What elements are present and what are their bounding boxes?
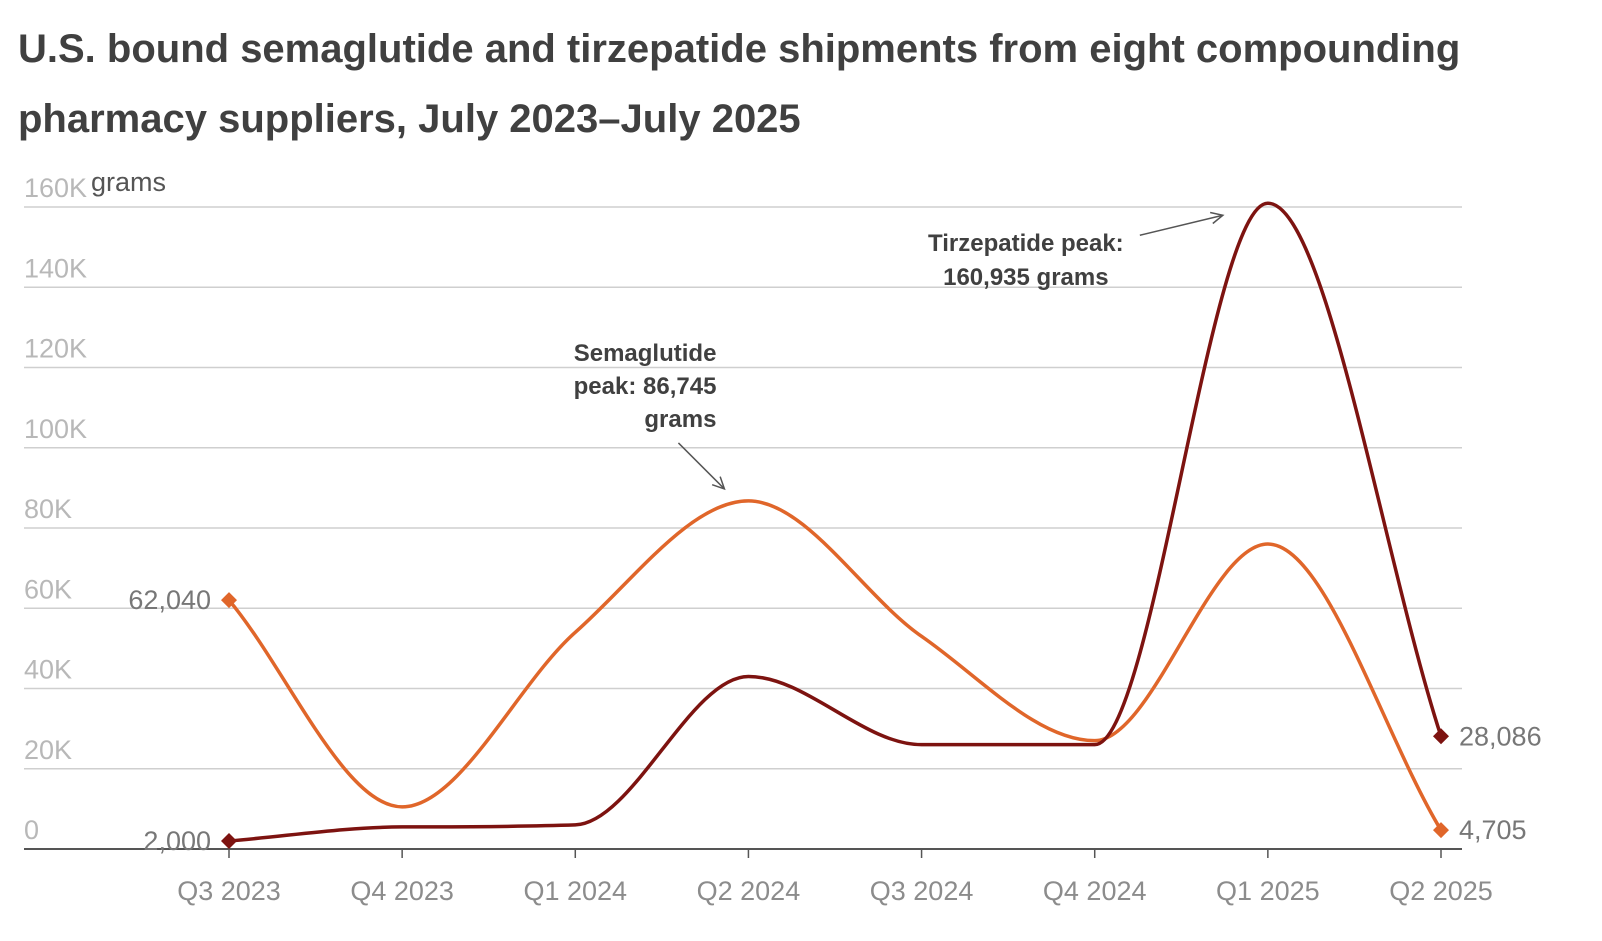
- series-line-tirzepatide: [227, 201, 1443, 843]
- y-tick-label: 80K: [24, 494, 72, 524]
- end-markers: [221, 592, 1449, 849]
- y-axis-ticks: 0 20K 40K 60K 80K 100K 120K 140K 160K: [24, 173, 87, 845]
- y-tick-label: 120K: [24, 334, 87, 364]
- annotation-line: peak: 86,745: [574, 373, 717, 400]
- x-tick-label: Q4 2024: [1043, 876, 1147, 906]
- x-tick-label: Q3 2024: [870, 876, 974, 906]
- x-axis-ticks: Q3 2023 Q4 2023 Q1 2024 Q2 2024 Q3 2024 Q4 20…: [177, 849, 1493, 906]
- y-tick-label: 20K: [24, 735, 72, 765]
- annotations: Semaglutide peak: 86,745 grams Tirzepatide …: [574, 211, 1225, 491]
- annotation-line: Tirzepatide peak:: [928, 230, 1124, 257]
- point-marker-tirzepatide: [221, 832, 237, 849]
- y-axis-unit-label: grams: [91, 167, 166, 197]
- x-tick-label: Q3 2023: [177, 876, 281, 906]
- x-tick-label: Q1 2024: [523, 876, 627, 906]
- x-tick-label: Q2 2024: [697, 876, 801, 906]
- y-tick-label: 160K: [24, 173, 87, 203]
- point-marker-semaglutide: [1433, 822, 1449, 839]
- point-marker-semaglutide: [221, 592, 237, 609]
- x-tick-label: Q2 2025: [1389, 876, 1493, 906]
- annotation-arrow-semaglutide-head: [711, 476, 726, 491]
- data-label: 28,086: [1459, 721, 1542, 751]
- annotation-line: Semaglutide: [574, 340, 717, 367]
- chart-title: U.S. bound semaglutide and tirzepatide s…: [18, 27, 1461, 141]
- value-labels: 62,040 2,000 28,086 4,705: [128, 585, 1541, 856]
- y-tick-label: 40K: [24, 655, 72, 685]
- annotation-arrow-tirzepatide: [1139, 214, 1224, 236]
- annotation-arrow-tirzepatide-head: [1209, 211, 1225, 225]
- x-tick-label: Q4 2023: [350, 876, 454, 906]
- annotation-semaglutide-peak: Semaglutide peak: 86,745 grams: [574, 340, 717, 433]
- y-tick-label: 60K: [24, 574, 72, 604]
- series-line-semaglutide: [227, 499, 1443, 832]
- annotation-arrow-semaglutide: [677, 442, 725, 490]
- x-tick-label: Q1 2025: [1216, 876, 1320, 906]
- y-tick-label: 100K: [24, 414, 87, 444]
- gridlines: [24, 206, 1462, 770]
- series-lines: [227, 201, 1443, 843]
- annotation-tirzepatide-peak: Tirzepatide peak: 160,935 grams: [928, 230, 1124, 291]
- annotation-line: grams: [644, 406, 716, 433]
- data-label: 62,040: [128, 585, 211, 615]
- annotation-line: 160,935 grams: [943, 264, 1108, 291]
- point-marker-tirzepatide: [1433, 728, 1449, 745]
- y-tick-label: 0: [24, 815, 39, 845]
- data-label: 2,000: [143, 826, 211, 856]
- data-label: 4,705: [1459, 815, 1527, 845]
- y-tick-label: 140K: [24, 253, 87, 283]
